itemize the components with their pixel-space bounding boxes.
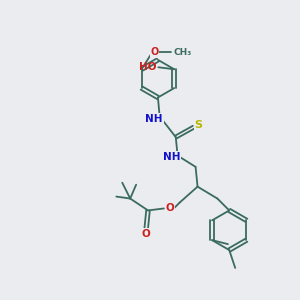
Text: O: O xyxy=(150,47,159,57)
Text: O: O xyxy=(142,229,150,239)
Text: NH: NH xyxy=(163,152,181,162)
Text: S: S xyxy=(194,120,202,130)
Text: HO: HO xyxy=(139,62,156,72)
Text: CH₃: CH₃ xyxy=(173,48,192,57)
Text: NH: NH xyxy=(145,114,163,124)
Text: O: O xyxy=(165,203,174,214)
